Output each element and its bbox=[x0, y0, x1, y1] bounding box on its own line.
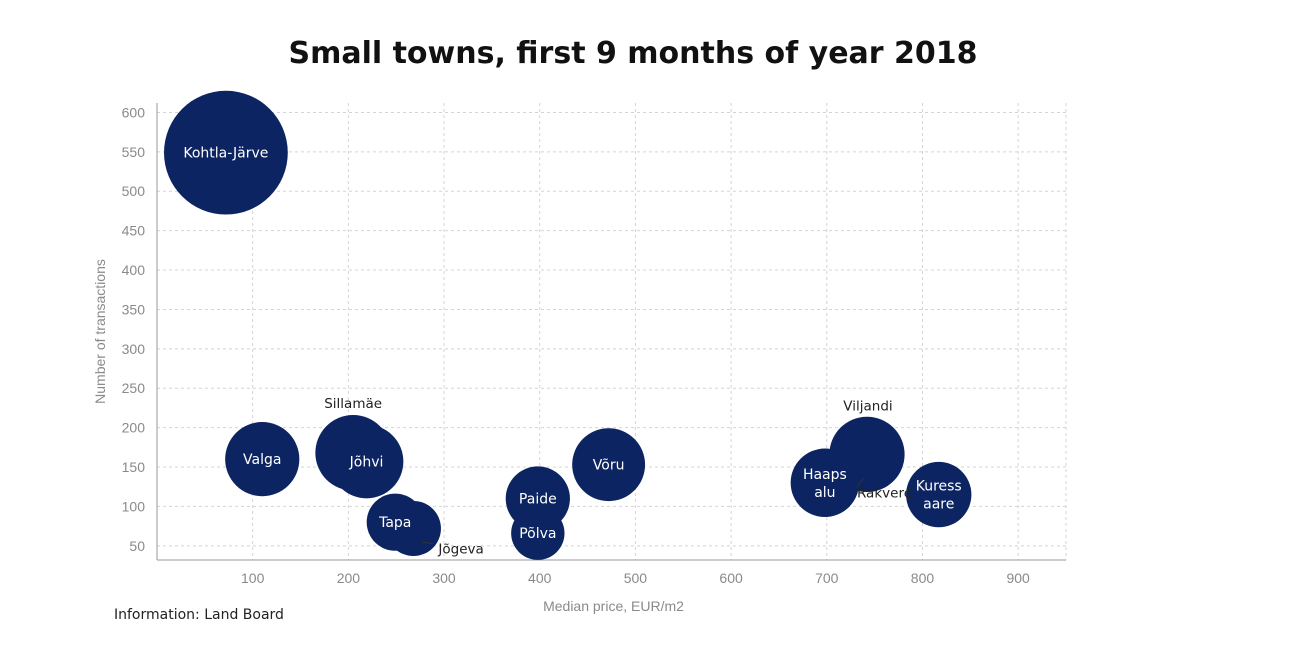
label-kuressaare: Kuress bbox=[916, 479, 962, 495]
y-tick-label: 50 bbox=[129, 538, 145, 554]
x-tick-label: 300 bbox=[432, 570, 456, 586]
label-j-hvi: Jõhvi bbox=[349, 455, 384, 471]
y-tick-label: 300 bbox=[122, 341, 146, 357]
y-tick-label: 350 bbox=[122, 301, 146, 317]
bubbles bbox=[164, 90, 972, 560]
y-tick-label: 450 bbox=[122, 223, 146, 239]
x-tick-label: 900 bbox=[1006, 570, 1030, 586]
x-tick-label: 500 bbox=[624, 570, 648, 586]
bubble-kuressaare bbox=[906, 461, 972, 528]
y-tick-label: 150 bbox=[122, 459, 146, 475]
y-tick-label: 400 bbox=[122, 262, 146, 278]
bubble-labels: Kohtla-Järve Valga Sillamäe Jõhvi Tapa Jõgeva… bbox=[183, 146, 961, 558]
bubble-j-hvi bbox=[329, 424, 404, 499]
x-tick-label: 600 bbox=[719, 570, 743, 586]
label-p-lva: Põlva bbox=[519, 526, 556, 542]
y-tick-label: 100 bbox=[122, 498, 146, 514]
x-tick-label: 200 bbox=[337, 570, 361, 586]
y-tick-label: 600 bbox=[122, 104, 146, 120]
grid-lines bbox=[157, 103, 1067, 560]
x-tick-label: 100 bbox=[241, 570, 265, 586]
label-rakvere: Rakvere bbox=[857, 485, 912, 501]
bubble-kohtla-j-rve bbox=[164, 90, 288, 215]
label-haapsalu: alu bbox=[814, 485, 835, 501]
label-v-ru: Võru bbox=[593, 458, 625, 474]
x-tick-label: 800 bbox=[911, 570, 935, 586]
bubble-valga bbox=[225, 422, 300, 497]
bubble-v-ru bbox=[572, 428, 646, 502]
label-tapa: Tapa bbox=[378, 515, 411, 531]
y-tick-label: 500 bbox=[122, 183, 146, 199]
label-j-geva-leader bbox=[422, 541, 434, 544]
label-j-geva: Jõgeva bbox=[437, 541, 483, 557]
y-axis-title: Number of transactions bbox=[92, 259, 108, 404]
label-kuressaare: aare bbox=[923, 497, 954, 513]
label-sillam-e: Sillamäe bbox=[324, 396, 382, 412]
bubble-j-geva bbox=[385, 500, 441, 556]
label-viljandi: Viljandi bbox=[843, 398, 892, 414]
y-tick-label: 200 bbox=[122, 420, 146, 436]
label-valga: Valga bbox=[243, 452, 281, 468]
y-tick-label: 550 bbox=[122, 144, 146, 160]
bubble-p-lva bbox=[511, 506, 565, 560]
axes: 100 200 300 400 500 600 700 800 900 50 100 150 200 25… bbox=[92, 103, 1066, 614]
y-tick-label: 250 bbox=[122, 380, 146, 396]
label-kohtla-j-rve: Kohtla-Järve bbox=[183, 146, 268, 162]
label-paide: Paide bbox=[519, 492, 557, 508]
source-note: Information: Land Board bbox=[114, 607, 284, 623]
x-tick-label: 400 bbox=[528, 570, 552, 586]
chart-title: Small towns, first 9 months of year 2018 bbox=[288, 36, 978, 71]
label-rakvere-leader bbox=[856, 477, 864, 488]
x-axis-title: Median price, EUR/m2 bbox=[543, 598, 684, 614]
x-tick-label: 700 bbox=[815, 570, 839, 586]
label-haapsalu: Haaps bbox=[803, 467, 847, 483]
bubble-viljandi bbox=[829, 416, 905, 493]
